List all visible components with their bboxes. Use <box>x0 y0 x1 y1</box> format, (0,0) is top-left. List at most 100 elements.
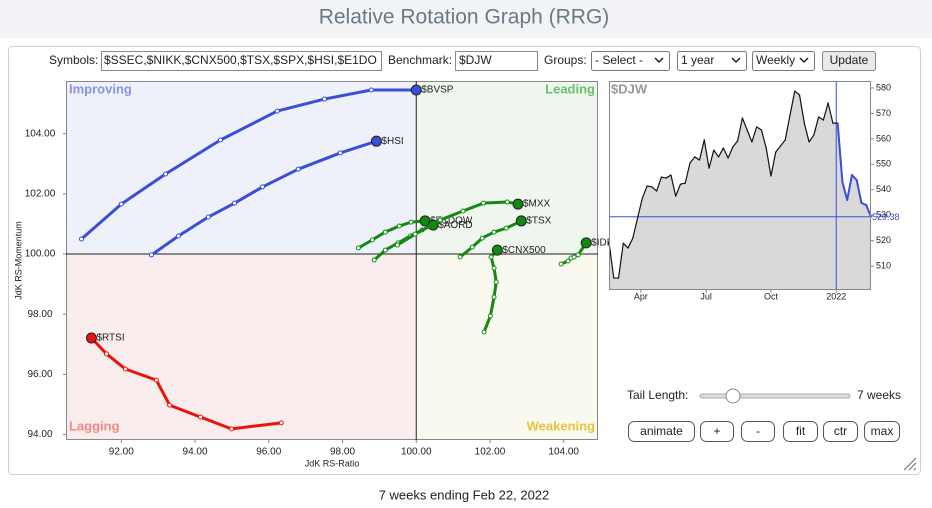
tail-point <box>205 214 211 220</box>
frequency-select[interactable]: Weekly <box>752 51 815 71</box>
quadrant-label: Lagging <box>69 418 120 433</box>
tail <box>459 219 522 259</box>
control-button[interactable] <box>864 421 900 442</box>
control-button-label[interactable]: max <box>871 424 894 438</box>
tail-point <box>167 402 173 408</box>
select-arrow <box>799 57 809 64</box>
tail-point <box>355 245 361 251</box>
tail-point <box>493 279 499 285</box>
price-segment <box>732 140 739 148</box>
y-tick-label: 104.00 <box>25 128 56 139</box>
quadrant-label: Improving <box>69 81 132 96</box>
select-value[interactable]: - Select - <box>595 53 643 67</box>
control-button[interactable] <box>783 421 818 442</box>
symbols-input[interactable] <box>101 51 382 71</box>
benchmark-value[interactable]: $DJW <box>459 53 492 67</box>
control-button[interactable] <box>628 421 695 442</box>
groups-label: Groups: <box>544 53 587 67</box>
price-segment <box>779 139 786 147</box>
select-box[interactable] <box>591 51 670 71</box>
tail-head <box>512 198 524 210</box>
price-segment <box>737 117 743 142</box>
period-select[interactable]: 1 year <box>677 51 747 71</box>
tail-point <box>337 150 343 156</box>
tail-point <box>460 208 466 214</box>
price-segment <box>808 134 815 143</box>
select-box[interactable] <box>677 51 747 71</box>
tail <box>90 336 282 431</box>
x-tick-label: Oct <box>764 291 779 301</box>
price-segment <box>679 182 686 185</box>
tail-point <box>396 223 402 229</box>
tail-point <box>408 219 414 225</box>
symbols-value[interactable]: $SSEC,$NIKK,$CNX500,$TSX,$SPX,$HSI,$E1DO <box>104 53 377 67</box>
slider-thumb[interactable] <box>725 388 741 404</box>
tail-point <box>488 254 494 260</box>
y-tick-label: 94.00 <box>27 429 52 440</box>
tail-point <box>487 313 493 319</box>
price-segment <box>789 90 796 116</box>
price-segment <box>675 183 682 197</box>
update-button[interactable] <box>822 51 876 71</box>
price-segment <box>813 116 820 136</box>
plot-frame <box>609 81 871 290</box>
price-segment <box>770 151 777 177</box>
tail-point <box>394 242 400 248</box>
y-tick-label: 530 <box>876 210 891 220</box>
price-segment <box>617 242 624 279</box>
control-button[interactable] <box>741 421 775 442</box>
chart-title: $DJW <box>611 81 648 96</box>
x-axis-label: JdK RS-Ratio <box>305 458 360 468</box>
control-button-label[interactable]: - <box>756 424 760 438</box>
tail-point <box>122 366 128 372</box>
x-tick-label: 98.00 <box>330 447 355 458</box>
control-button-label[interactable]: + <box>713 424 720 438</box>
benchmark-input[interactable] <box>455 51 538 71</box>
tail-point <box>571 254 577 260</box>
price-segment <box>660 176 667 179</box>
y-tick-label: 550 <box>876 159 891 169</box>
groups-select[interactable]: - Select - <box>591 51 670 71</box>
select-value[interactable]: 1 year <box>681 53 714 67</box>
tail-point <box>118 201 124 207</box>
control-button-label[interactable]: ctr <box>834 424 847 438</box>
series-label: $MXX <box>523 199 551 210</box>
select-box[interactable] <box>752 51 815 71</box>
y-tick-label: 520 <box>876 235 891 245</box>
series-label: $CNX500 <box>502 245 546 256</box>
y-tick-label: 560 <box>876 133 891 143</box>
y-tick-label: 580 <box>876 82 891 92</box>
tail-segment <box>850 174 858 182</box>
tail-point <box>412 231 418 237</box>
series-label: $BVSP <box>421 85 454 96</box>
symbols-label: Symbols: <box>49 53 98 67</box>
tail-point <box>274 108 280 114</box>
control-button-label[interactable]: fit <box>796 424 806 438</box>
price-segment <box>727 146 734 159</box>
resize-grip <box>903 457 917 471</box>
tail-point <box>278 420 284 426</box>
x-tick-label: 92.00 <box>109 447 134 458</box>
update-label[interactable]: Update <box>830 53 869 67</box>
quadrant-label: Weakening <box>527 418 595 433</box>
footer: 7 weeks ending Feb 22, 2022 <box>379 487 550 502</box>
price-segment <box>651 186 658 192</box>
y-tick-label: 98.00 <box>27 309 52 320</box>
x-tick-label: Jul <box>700 291 712 301</box>
control-button[interactable] <box>823 421 858 442</box>
price-area <box>609 91 871 290</box>
tail-point <box>382 229 388 235</box>
control-button[interactable] <box>700 421 734 442</box>
select-arrow <box>731 57 741 64</box>
x-tick-label: 94.00 <box>183 447 208 458</box>
slider-track[interactable] <box>699 393 851 399</box>
price-segment <box>646 185 653 188</box>
y-tick-label: 100.00 <box>25 249 56 260</box>
tail-point <box>153 377 159 383</box>
x-tick-label: 100.00 <box>401 447 432 458</box>
price-segment <box>694 156 701 161</box>
control-button-label[interactable]: animate <box>640 424 683 438</box>
tail-point <box>78 236 84 242</box>
tail-point <box>491 265 497 271</box>
select-value[interactable]: Weekly <box>756 53 795 67</box>
